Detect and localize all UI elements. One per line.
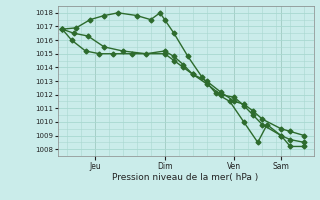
X-axis label: Pression niveau de la mer( hPa ): Pression niveau de la mer( hPa ) (112, 173, 259, 182)
